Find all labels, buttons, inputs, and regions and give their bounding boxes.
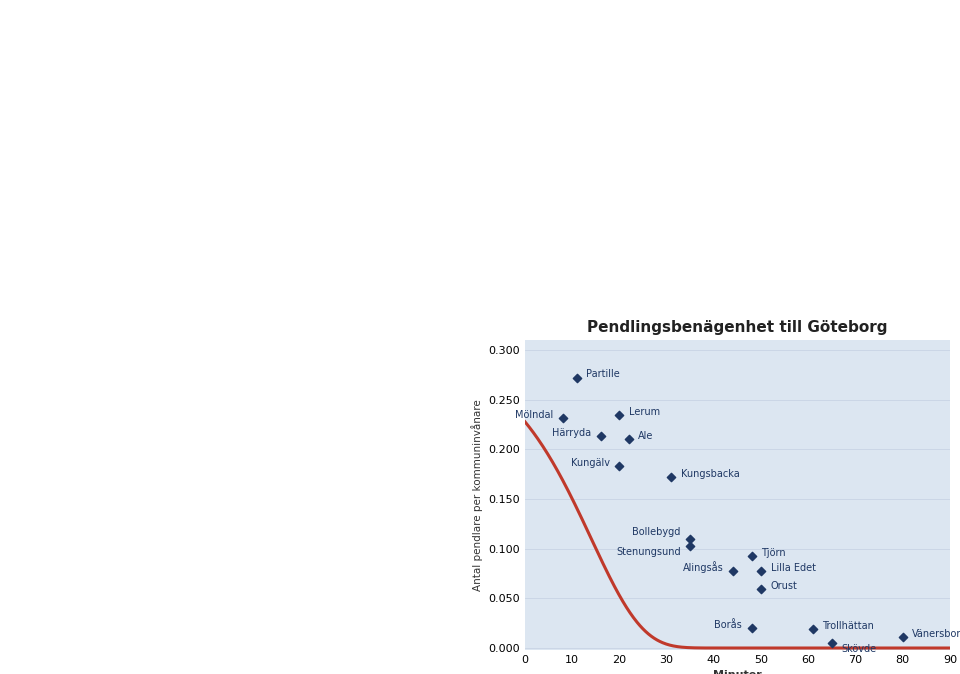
Point bbox=[744, 623, 759, 634]
Text: Orust: Orust bbox=[771, 582, 798, 591]
Text: Skövde: Skövde bbox=[841, 644, 876, 654]
Point bbox=[683, 541, 698, 551]
Point bbox=[754, 584, 769, 594]
Point bbox=[569, 372, 585, 383]
X-axis label: Minuter: Minuter bbox=[713, 671, 762, 674]
Point bbox=[754, 565, 769, 576]
Point bbox=[825, 638, 840, 648]
Text: Trollhättan: Trollhättan bbox=[823, 621, 875, 631]
Point bbox=[555, 412, 570, 423]
Text: Tjörn: Tjörn bbox=[761, 548, 785, 557]
Point bbox=[683, 533, 698, 544]
Text: Lilla Edet: Lilla Edet bbox=[771, 563, 816, 572]
Point bbox=[612, 409, 627, 420]
Point bbox=[725, 565, 740, 576]
Text: Stenungsund: Stenungsund bbox=[616, 547, 681, 557]
Point bbox=[744, 550, 759, 561]
Text: Alingsås: Alingsås bbox=[683, 561, 723, 574]
Text: Bollebygd: Bollebygd bbox=[633, 527, 681, 537]
Text: Vänersborg: Vänersborg bbox=[912, 629, 960, 639]
Point bbox=[805, 623, 821, 634]
Text: Partille: Partille bbox=[587, 369, 620, 379]
Text: Härryda: Härryda bbox=[552, 429, 591, 438]
Point bbox=[612, 461, 627, 472]
Point bbox=[663, 472, 679, 483]
Text: Kungälv: Kungälv bbox=[571, 458, 610, 468]
Point bbox=[895, 632, 910, 642]
Text: Mölndal: Mölndal bbox=[516, 410, 553, 419]
Text: Lerum: Lerum bbox=[629, 406, 660, 417]
Text: Ale: Ale bbox=[638, 431, 654, 441]
Point bbox=[621, 434, 636, 445]
Title: Pendlingsbenägenhet till Göteborg: Pendlingsbenägenhet till Göteborg bbox=[588, 319, 888, 335]
Y-axis label: Antal pendlare per kommuninvånare: Antal pendlare per kommuninvånare bbox=[471, 399, 483, 591]
Text: Kungsbacka: Kungsbacka bbox=[681, 469, 739, 479]
Point bbox=[593, 431, 609, 441]
Text: Borås: Borås bbox=[714, 620, 742, 630]
